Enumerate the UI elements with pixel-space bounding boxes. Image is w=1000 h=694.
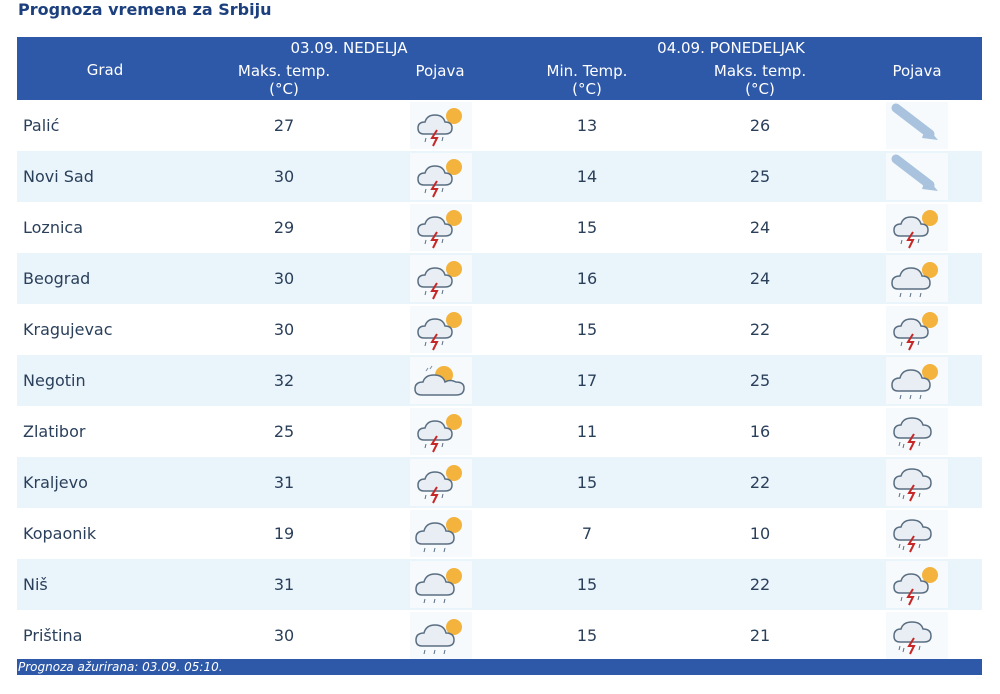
- update-text: Prognoza ažurirana: 03.09. 05:10.: [18, 660, 223, 674]
- cloud-rain-sun-icon: [886, 255, 948, 302]
- day2-min-temp: 13: [576, 116, 598, 135]
- city-name: Negotin: [23, 371, 86, 390]
- storm-cloud-icon: [886, 408, 948, 455]
- storm-sun-icon: [886, 306, 948, 353]
- table-row: Kopaonik 19 7 10: [17, 508, 982, 559]
- day2-min-temp: 7: [581, 524, 593, 543]
- city-name: Beograd: [23, 269, 91, 288]
- day2-max-temp: 24: [749, 269, 771, 288]
- city-name: Kraljevo: [23, 473, 88, 492]
- partly-cloudy-icon: [410, 357, 472, 404]
- storm-sun-icon: [410, 255, 472, 302]
- cloud-rain-sun-icon: [410, 612, 472, 659]
- day2-min-temp: 15: [576, 575, 598, 594]
- day2-min-temp: 15: [576, 320, 598, 339]
- day2-min-temp: 17: [576, 371, 598, 390]
- day1-max-temp-header: Maks. temp. (°C): [209, 62, 359, 98]
- day2-min-temp: 15: [576, 626, 598, 645]
- city-name: Zlatibor: [23, 422, 86, 441]
- table-row: Zlatibor 25 11 16: [17, 406, 982, 457]
- day1-max-temp: 30: [273, 167, 295, 186]
- day2-max-temp: 22: [749, 320, 771, 339]
- storm-sun-icon: [410, 102, 472, 149]
- table-row: Kragujevac 30 15 22: [17, 304, 982, 355]
- day1-max-temp: 32: [273, 371, 295, 390]
- day1-max-temp-label: Maks. temp.: [237, 62, 331, 80]
- day2-min-temp-unit: (°C): [572, 80, 602, 98]
- day2-min-temp-label: Min. Temp.: [546, 62, 628, 80]
- storm-sun-icon: [886, 561, 948, 608]
- day1-max-temp: 27: [273, 116, 295, 135]
- city-column-header: Grad: [86, 61, 124, 79]
- storm-sun-icon: [410, 459, 472, 506]
- cloud-rain-sun-icon: [886, 357, 948, 404]
- storm-sun-icon: [886, 204, 948, 251]
- day2-min-temp: 16: [576, 269, 598, 288]
- table-row: Negotin 32 17 25: [17, 355, 982, 406]
- table-row: Niš 31 15 22: [17, 559, 982, 610]
- day1-max-temp: 29: [273, 218, 295, 237]
- forecast-table: Grad 03.09. NEDELJA 04.09. PONEDELJAK Ma…: [17, 37, 982, 661]
- table-row: Loznica 29 15 24: [17, 202, 982, 253]
- day1-header: 03.09. NEDELJA: [290, 39, 408, 57]
- storm-sun-icon: [410, 204, 472, 251]
- table-row: Novi Sad 30 14 25: [17, 151, 982, 202]
- storm-cloud-icon: [886, 612, 948, 659]
- day2-max-temp-label: Maks. temp.: [713, 62, 807, 80]
- day2-phenomenon-header: Pojava: [892, 62, 942, 80]
- day1-max-temp-unit: (°C): [269, 80, 299, 98]
- day2-max-temp-unit: (°C): [745, 80, 775, 98]
- storm-cloud-icon: [886, 459, 948, 506]
- city-name: Loznica: [23, 218, 84, 237]
- table-body: Palić 27 13 26 Novi Sad 30 14 25 Loznica…: [17, 100, 982, 661]
- cloud-rain-sun-icon: [410, 510, 472, 557]
- table-row: Priština 30 15 21: [17, 610, 982, 661]
- day1-phenomenon-header: Pojava: [415, 62, 465, 80]
- day1-max-temp: 30: [273, 269, 295, 288]
- day1-max-temp: 30: [273, 626, 295, 645]
- day2-min-temp: 15: [576, 473, 598, 492]
- storm-sun-icon: [410, 306, 472, 353]
- day2-max-temp: 24: [749, 218, 771, 237]
- day2-min-temp: 11: [576, 422, 598, 441]
- city-name: Priština: [23, 626, 83, 645]
- day2-max-temp: 25: [749, 371, 771, 390]
- day1-max-temp: 30: [273, 320, 295, 339]
- day2-max-temp: 16: [749, 422, 771, 441]
- day2-max-temp: 22: [749, 575, 771, 594]
- storm-sun-icon: [410, 153, 472, 200]
- city-name: Niš: [23, 575, 48, 594]
- day2-min-temp: 14: [576, 167, 598, 186]
- day1-max-temp: 31: [273, 473, 295, 492]
- storm-sun-icon: [410, 408, 472, 455]
- day2-max-temp: 22: [749, 473, 771, 492]
- day2-max-temp: 26: [749, 116, 771, 135]
- table-header: Grad 03.09. NEDELJA 04.09. PONEDELJAK Ma…: [17, 37, 982, 100]
- day2-max-temp: 21: [749, 626, 771, 645]
- page-title: Prognoza vremena za Srbiju: [18, 0, 272, 19]
- day2-max-temp: 10: [749, 524, 771, 543]
- day2-max-temp-header: Maks. temp. (°C): [685, 62, 835, 98]
- day1-max-temp: 19: [273, 524, 295, 543]
- city-name: Novi Sad: [23, 167, 94, 186]
- city-name: Kopaonik: [23, 524, 97, 543]
- city-name: Palić: [23, 116, 60, 135]
- day2-min-temp-header: Min. Temp. (°C): [512, 62, 662, 98]
- wind-arrow-icon: [886, 102, 948, 149]
- cloud-rain-sun-icon: [410, 561, 472, 608]
- day2-max-temp: 25: [749, 167, 771, 186]
- table-row: Kraljevo 31 15 22: [17, 457, 982, 508]
- day1-max-temp: 25: [273, 422, 295, 441]
- city-name: Kragujevac: [23, 320, 113, 339]
- table-row: Palić 27 13 26: [17, 100, 982, 151]
- update-footer: Prognoza ažurirana: 03.09. 05:10.: [17, 659, 982, 675]
- wind-arrow-icon: [886, 153, 948, 200]
- day2-header: 04.09. PONEDELJAK: [657, 39, 805, 57]
- storm-cloud-icon: [886, 510, 948, 557]
- day1-max-temp: 31: [273, 575, 295, 594]
- day2-min-temp: 15: [576, 218, 598, 237]
- table-row: Beograd 30 16 24: [17, 253, 982, 304]
